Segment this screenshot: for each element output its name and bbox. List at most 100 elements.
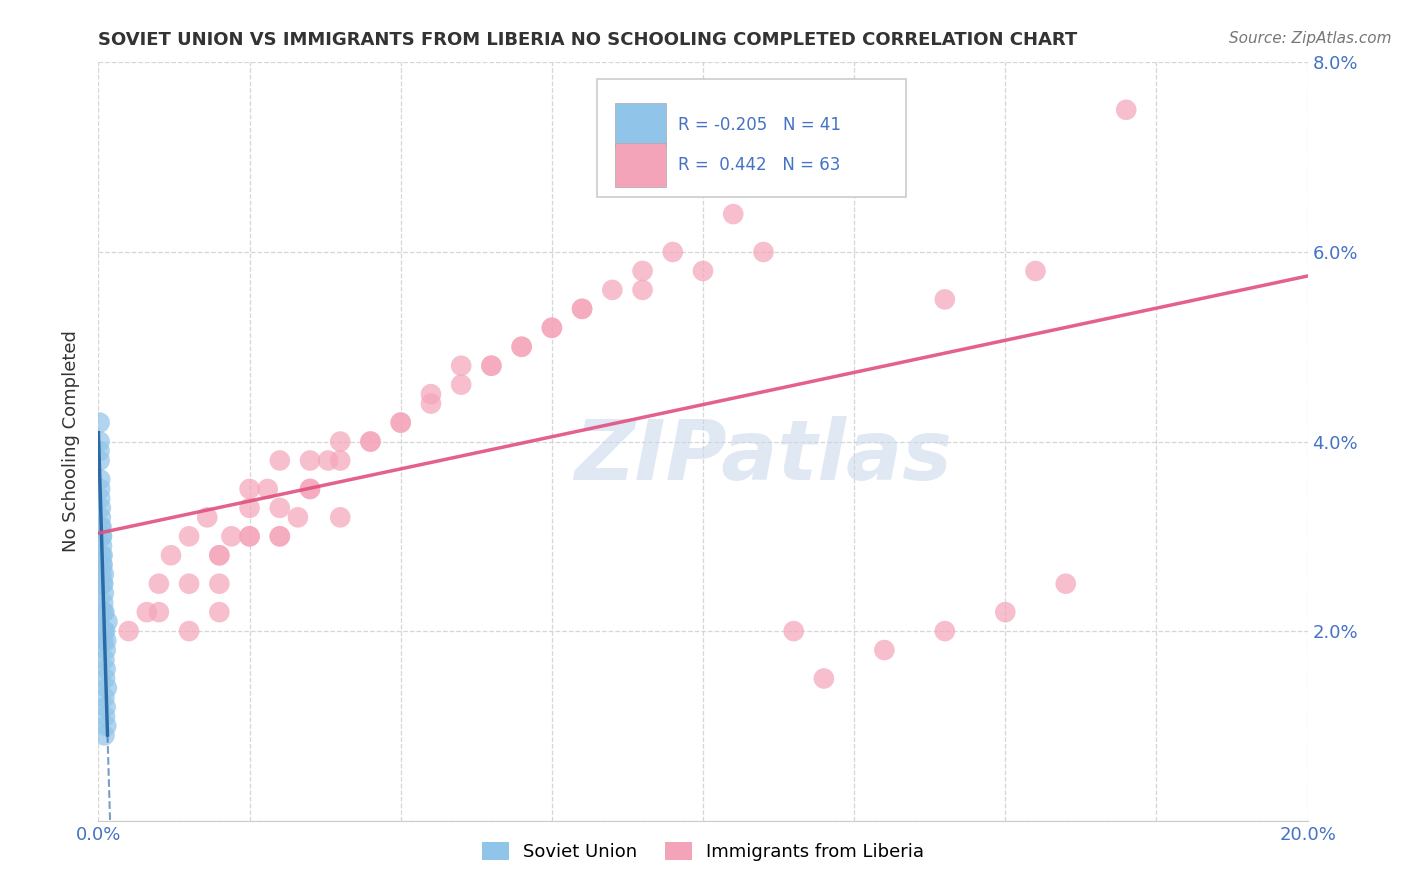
Point bbox=[571, 301, 593, 316]
Point bbox=[239, 482, 262, 496]
Point bbox=[91, 548, 114, 563]
Point bbox=[1024, 264, 1046, 278]
Point bbox=[135, 605, 157, 619]
Point bbox=[661, 244, 683, 259]
Point bbox=[94, 709, 117, 723]
Point bbox=[481, 359, 503, 373]
Point bbox=[269, 529, 291, 543]
Point bbox=[299, 482, 322, 496]
Point bbox=[179, 529, 201, 543]
Point bbox=[783, 624, 806, 639]
Point bbox=[208, 605, 231, 619]
Point bbox=[94, 699, 117, 714]
Point bbox=[93, 567, 115, 582]
Point bbox=[90, 529, 112, 543]
Point bbox=[540, 321, 562, 335]
Point bbox=[91, 558, 114, 572]
Point bbox=[89, 482, 111, 496]
Point bbox=[239, 500, 262, 515]
Point bbox=[287, 510, 309, 524]
Point bbox=[389, 416, 412, 430]
Point bbox=[299, 482, 322, 496]
Point bbox=[571, 301, 593, 316]
Point bbox=[89, 444, 111, 458]
Point bbox=[93, 586, 115, 600]
Point bbox=[420, 396, 443, 410]
Point bbox=[160, 548, 183, 563]
Point bbox=[94, 643, 117, 657]
Point bbox=[329, 510, 352, 524]
Text: ZIPatlas: ZIPatlas bbox=[575, 417, 952, 497]
Point bbox=[481, 359, 503, 373]
Point bbox=[994, 605, 1017, 619]
Point bbox=[360, 434, 382, 449]
Point bbox=[510, 340, 533, 354]
Point bbox=[420, 387, 443, 401]
Text: Source: ZipAtlas.com: Source: ZipAtlas.com bbox=[1229, 31, 1392, 46]
Point bbox=[91, 576, 114, 591]
Legend: Soviet Union, Immigrants from Liberia: Soviet Union, Immigrants from Liberia bbox=[475, 835, 931, 869]
Point bbox=[873, 643, 896, 657]
Point bbox=[89, 491, 111, 506]
Point bbox=[934, 293, 956, 307]
Point bbox=[450, 377, 472, 392]
FancyBboxPatch shape bbox=[614, 103, 665, 147]
Point bbox=[329, 453, 352, 467]
Point bbox=[540, 321, 562, 335]
Point bbox=[90, 548, 112, 563]
Point bbox=[602, 283, 624, 297]
Point bbox=[93, 624, 115, 639]
Point bbox=[94, 662, 117, 676]
Point bbox=[269, 500, 291, 515]
Point bbox=[89, 416, 111, 430]
Point bbox=[813, 672, 835, 686]
Point bbox=[94, 624, 117, 639]
Point bbox=[360, 434, 382, 449]
Point bbox=[269, 529, 291, 543]
Point bbox=[239, 529, 262, 543]
Point bbox=[631, 283, 654, 297]
FancyBboxPatch shape bbox=[596, 79, 905, 197]
Point bbox=[93, 728, 115, 742]
Point bbox=[89, 453, 111, 467]
Point bbox=[90, 510, 112, 524]
Point bbox=[91, 576, 114, 591]
Point bbox=[1054, 576, 1077, 591]
Point bbox=[96, 615, 118, 629]
Text: R = -0.205   N = 41: R = -0.205 N = 41 bbox=[678, 116, 841, 135]
Point bbox=[239, 529, 262, 543]
Point bbox=[89, 434, 111, 449]
Point bbox=[90, 520, 112, 534]
Point bbox=[316, 453, 339, 467]
Point bbox=[723, 207, 745, 221]
Point bbox=[90, 567, 112, 582]
Y-axis label: No Schooling Completed: No Schooling Completed bbox=[62, 331, 80, 552]
Point bbox=[91, 596, 114, 610]
Point bbox=[91, 605, 114, 619]
Point bbox=[389, 416, 412, 430]
Point bbox=[692, 264, 714, 278]
Text: SOVIET UNION VS IMMIGRANTS FROM LIBERIA NO SCHOOLING COMPLETED CORRELATION CHART: SOVIET UNION VS IMMIGRANTS FROM LIBERIA … bbox=[98, 31, 1077, 49]
Point bbox=[208, 548, 231, 563]
FancyBboxPatch shape bbox=[614, 143, 665, 186]
Point bbox=[91, 529, 114, 543]
Point bbox=[96, 633, 118, 648]
Point bbox=[329, 434, 352, 449]
Point bbox=[148, 576, 170, 591]
Point bbox=[269, 453, 291, 467]
Point bbox=[91, 558, 114, 572]
Point bbox=[179, 624, 201, 639]
Point bbox=[90, 520, 112, 534]
Point bbox=[94, 672, 117, 686]
Point bbox=[208, 548, 231, 563]
Point bbox=[93, 652, 115, 666]
Point bbox=[96, 719, 118, 733]
Point bbox=[631, 264, 654, 278]
Point bbox=[1115, 103, 1137, 117]
Point bbox=[934, 624, 956, 639]
Point bbox=[96, 681, 118, 695]
Point bbox=[510, 340, 533, 354]
Point bbox=[208, 576, 231, 591]
Point bbox=[195, 510, 218, 524]
Point bbox=[299, 453, 322, 467]
